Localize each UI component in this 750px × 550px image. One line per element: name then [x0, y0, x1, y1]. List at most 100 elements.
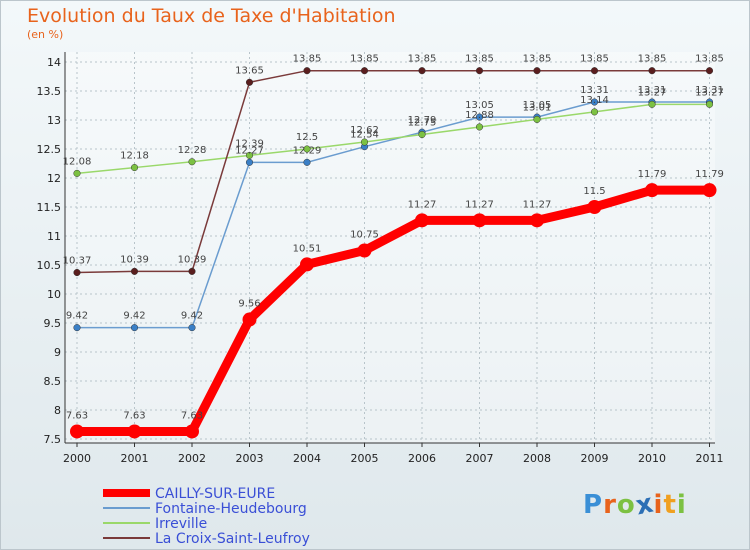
data-label-3: 13.85 — [523, 54, 552, 65]
x-tick-label: 2011 — [696, 452, 724, 465]
data-label-1: 13.31 — [638, 85, 667, 96]
series-point-1 — [475, 113, 484, 121]
x-tick-label: 2009 — [581, 452, 609, 465]
x-tick-label: 2005 — [351, 452, 379, 465]
series-point-2 — [73, 169, 81, 177]
data-label-2: 13.14 — [580, 95, 609, 106]
series-point-3 — [130, 267, 139, 275]
data-label-2: 12.88 — [465, 110, 494, 121]
series-point-3 — [303, 67, 311, 75]
x-tick-label: 2001 — [121, 452, 149, 465]
data-label-3: 13.85 — [408, 54, 437, 65]
series-line-0 — [72, 185, 714, 436]
data-label-2: 12.28 — [178, 145, 207, 156]
data-label-0: 7.63 — [123, 410, 145, 421]
series-point-0 — [300, 257, 314, 272]
logo-letter: P — [583, 490, 604, 520]
data-label-3: 13.65 — [235, 65, 264, 76]
data-label-2: 13.27 — [695, 87, 724, 98]
data-label-3: 13.85 — [350, 54, 379, 65]
data-label-2: 12.62 — [350, 125, 379, 136]
series-point-2 — [418, 130, 426, 139]
y-tick-label: 13.5 — [37, 85, 62, 98]
x-tick-label: 2000 — [63, 452, 91, 465]
series-point-3 — [705, 67, 714, 75]
data-label-2: 13.27 — [638, 87, 667, 98]
data-label-1: 9.42 — [181, 311, 203, 322]
legend-label-1: Fontaine-Heudebourg — [155, 501, 307, 517]
series-point-3 — [533, 67, 541, 75]
data-label-2: 12.75 — [408, 118, 437, 129]
data-label-0: 11.27 — [408, 199, 437, 210]
series-point-0 — [645, 183, 659, 198]
series-point-2 — [648, 100, 656, 108]
series-line-3 — [76, 69, 710, 274]
data-label-0: 9.56 — [238, 299, 260, 310]
y-tick-label: 9.5 — [44, 317, 62, 330]
legend-label-2: Irreville — [155, 516, 207, 532]
series-point-3 — [648, 67, 656, 75]
series-point-0 — [70, 424, 84, 439]
data-label-3: 13.85 — [580, 54, 609, 65]
data-label-1: 12.27 — [235, 145, 264, 156]
x-tick-label: 2003 — [236, 452, 264, 465]
data-label-1: 13.31 — [695, 85, 724, 96]
x-tick-label: 2008 — [523, 452, 551, 465]
series-point-2 — [590, 108, 599, 116]
logo-letter: o — [616, 490, 636, 520]
y-tick-label: 13 — [47, 114, 61, 127]
data-label-2: 12.39 — [235, 138, 264, 149]
data-label-3: 10.39 — [178, 254, 207, 265]
data-label-1: 12.79 — [408, 115, 437, 126]
data-label-0: 10.75 — [350, 230, 379, 241]
series-point-1 — [590, 98, 599, 106]
series-point-2 — [533, 115, 541, 123]
series-line-2 — [76, 103, 710, 175]
logo-letter: r — [603, 490, 617, 520]
series-point-1 — [245, 158, 254, 166]
x-tick-label: 2006 — [408, 452, 436, 465]
logo-letter: t — [663, 490, 677, 520]
series-point-3 — [188, 267, 196, 275]
series-point-2 — [188, 158, 196, 166]
y-tick-label: 10.5 — [37, 259, 62, 272]
series-point-2 — [245, 151, 254, 159]
data-label-0: 11.79 — [695, 169, 724, 180]
series-point-0 — [472, 213, 487, 228]
y-tick-label: 12 — [47, 172, 61, 185]
y-tick-label: 10 — [47, 288, 61, 301]
series-point-0 — [587, 200, 602, 214]
y-tick-label: 14 — [47, 56, 61, 69]
series-point-2 — [130, 164, 139, 172]
data-label-1: 9.42 — [66, 311, 88, 322]
data-label-3: 13.85 — [695, 54, 724, 65]
series-point-3 — [475, 67, 484, 75]
series-point-1 — [73, 324, 81, 332]
series-line-1 — [77, 101, 710, 329]
data-label-1: 9.42 — [123, 311, 145, 322]
data-label-0: 11.79 — [638, 169, 667, 180]
data-label-0: 10.51 — [293, 243, 322, 254]
x-tick-label: 2002 — [178, 452, 206, 465]
data-label-1: 12.29 — [293, 145, 322, 156]
series-point-0 — [530, 213, 544, 228]
series-point-0 — [242, 312, 257, 327]
series-point-0 — [357, 243, 372, 258]
series-point-0 — [415, 213, 429, 228]
y-units-label: (en %) — [27, 28, 64, 41]
series-point-0 — [702, 183, 717, 198]
logo-letter: i — [653, 490, 664, 520]
data-label-2: 13.01 — [523, 102, 552, 113]
data-label-0: 11.27 — [523, 199, 552, 210]
series-point-2 — [303, 145, 311, 153]
data-label-1: 13.31 — [580, 85, 609, 96]
data-label-3: 10.39 — [120, 254, 149, 265]
data-label-0: 11.5 — [583, 186, 605, 197]
data-label-1: 13.05 — [465, 100, 494, 111]
proxiti-logo: Proxiti — [583, 488, 687, 521]
series-point-3 — [418, 67, 426, 75]
data-label-1: 13.05 — [523, 100, 552, 111]
y-tick-label: 9 — [54, 346, 61, 359]
